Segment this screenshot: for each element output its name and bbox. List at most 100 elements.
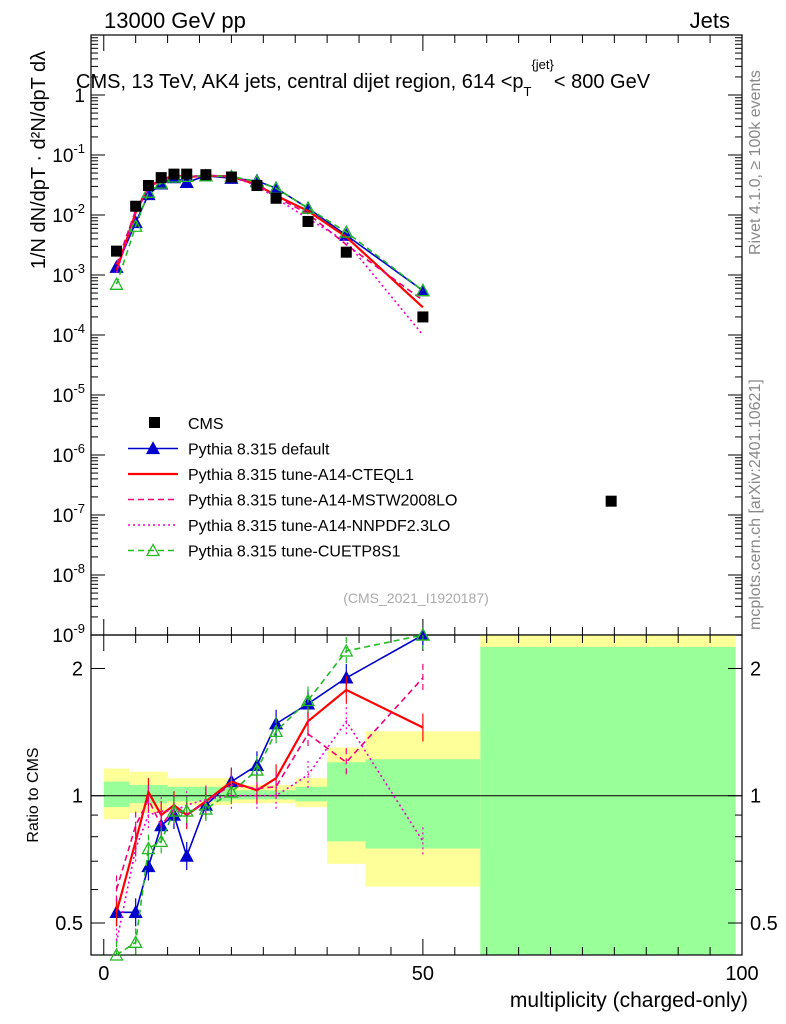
series-marker-cuetp8s1 xyxy=(141,184,156,198)
series-line-cteql1 xyxy=(115,174,424,309)
y-tick-exp: -2 xyxy=(73,201,85,216)
series-ratio-cuetp8s1 xyxy=(109,627,430,961)
cms-data-point xyxy=(417,311,429,323)
chart-title: CMS, 13 TeV, AK4 jets, central dijet reg… xyxy=(76,57,651,99)
series-marker-cuetp8s1 xyxy=(300,200,316,214)
series-marker-cuetp8s1 xyxy=(128,218,143,232)
title-sub: T xyxy=(524,84,532,99)
cms-data-point xyxy=(142,180,154,192)
y-tick-label: 1 xyxy=(74,86,85,107)
ratio-marker-cuetp8s1 xyxy=(268,723,284,738)
y-tick-label: 10-2 xyxy=(52,201,85,227)
y-tick-base: 10 xyxy=(52,446,73,467)
y-tick-label: 10-3 xyxy=(52,261,85,287)
title-tail: < 800 GeV xyxy=(554,71,651,93)
y-tick-base: 10 xyxy=(52,266,73,287)
title-sup: {jet} xyxy=(531,57,554,72)
y-tick-base: 10 xyxy=(52,206,73,227)
series-marker-cuetp8s1 xyxy=(339,224,354,238)
y-tick-exp: -3 xyxy=(73,261,85,276)
rivet-label: Rivet 4.1.0, ≥ 100k events xyxy=(747,70,764,255)
cms-data-point xyxy=(302,215,314,227)
header-left: 13000 GeV pp xyxy=(104,8,246,33)
ratio-marker-default xyxy=(179,848,194,862)
ratio-marker-cuetp8s1 xyxy=(300,693,316,707)
cms-data-point xyxy=(251,180,263,192)
cms-data-point xyxy=(111,245,123,257)
ratio-marker-cuetp8s1 xyxy=(166,803,182,817)
y-tick-label: 10-1 xyxy=(52,141,85,167)
y-tick-exp: -8 xyxy=(73,561,85,576)
ratio-y-tick-label-left: 0.5 xyxy=(55,913,83,935)
series-marker-cuetp8s1 xyxy=(415,283,430,297)
header-right: Jets xyxy=(690,8,730,33)
ratio-marker-cuetp8s1 xyxy=(249,762,265,776)
mcplots-label: mcplots.cern.ch [arXiv:2401.10621] xyxy=(747,379,764,630)
y-tick-exp: -9 xyxy=(73,621,85,636)
y-tick-label: 10-6 xyxy=(52,441,85,467)
legend-label-nnpdf: Pythia 8.315 tune-A14-NNPDF2.3LO xyxy=(188,518,450,535)
band-inner-3 xyxy=(231,790,296,800)
ratio-marker-cuetp8s1 xyxy=(415,627,430,641)
main-plot-frame: 110-110-210-310-410-510-610-710-810-9 xyxy=(52,34,743,647)
watermark: (CMS_2021_I1920187) xyxy=(343,590,489,606)
ratio-marker-cuetp8s1 xyxy=(179,803,194,817)
y-tick-base: 1 xyxy=(74,86,85,107)
ratio-marker-cuetp8s1 xyxy=(224,784,239,798)
y-tick-label: 10-4 xyxy=(52,321,85,347)
y-tick-exp: -4 xyxy=(73,321,85,336)
cms-data-point xyxy=(225,171,237,183)
legend-label-cuetp8s1: Pythia 8.315 tune-CUETP8S1 xyxy=(188,544,401,561)
x-tick-label: 0 xyxy=(98,963,109,985)
legend: CMS Pythia 8.315 default Pythia 8.315 tune… xyxy=(128,416,457,561)
ratio-marker-cuetp8s1 xyxy=(198,801,213,815)
cms-data-point xyxy=(130,200,142,212)
ratio-y-tick-label-left: 2 xyxy=(72,658,83,680)
legend-label-default: Pythia 8.315 default xyxy=(188,442,330,459)
cms-data-point xyxy=(340,246,352,258)
y-axis-label-ratio: Ratio to CMS xyxy=(25,747,42,842)
series-marker-default xyxy=(415,283,430,297)
band-inner-6 xyxy=(365,759,481,849)
y-tick-exp: -7 xyxy=(73,501,85,516)
series-main-mstw xyxy=(115,174,424,301)
y-tick-exp: -1 xyxy=(73,141,85,156)
band-inner-0 xyxy=(103,781,130,808)
y-tick-exp: -5 xyxy=(73,381,85,396)
legend-label-mstw: Pythia 8.315 tune-A14-MSTW2008LO xyxy=(188,493,457,510)
y-tick-base: 10 xyxy=(52,626,73,647)
legend-marker-cuetp8s1 xyxy=(145,543,161,557)
ratio-y-tick-label-left: 1 xyxy=(72,786,83,808)
cms-data-point xyxy=(200,169,212,181)
y-axis-label-main: 1/N dN/dpT · d²N/dpT dλ xyxy=(28,51,50,269)
y-tick-base: 10 xyxy=(52,326,73,347)
x-tick-label: 100 xyxy=(725,963,758,985)
y-tick-label: 10-8 xyxy=(52,561,85,587)
ratio-plot-frame: 0.5 0.5 1 1 2 2 0 50 100 xyxy=(55,627,778,985)
ratio-marker-cuetp8s1 xyxy=(109,947,124,961)
x-axis-label: multiplicity (charged-only) xyxy=(510,989,748,1012)
ratio-marker-cuetp8s1 xyxy=(154,833,169,847)
cms-data-point xyxy=(155,172,167,184)
legend-label-cteql1: Pythia 8.315 tune-A14-CTEQL1 xyxy=(188,467,414,484)
legend-label-cms: CMS xyxy=(188,416,224,433)
title-main: CMS, 13 TeV, AK4 jets, central dijet reg… xyxy=(76,71,524,93)
y-tick-exp: -6 xyxy=(73,441,85,456)
y-label-main-text: 1/N dN/dpT · d²N/dpT dλ xyxy=(28,51,50,269)
y-tick-label: 10-9 xyxy=(52,621,85,647)
ratio-marker-cuetp8s1 xyxy=(141,841,156,855)
cms-data-point xyxy=(181,168,193,180)
series-main-cteql1 xyxy=(115,174,424,309)
band-inner-7 xyxy=(480,646,736,955)
series-main-cms xyxy=(111,168,617,507)
series-marker-cuetp8s1 xyxy=(109,276,124,290)
ratio-y-tick-label-right: 2 xyxy=(750,658,761,680)
cms-data-point xyxy=(168,168,180,180)
y-tick-base: 10 xyxy=(52,506,73,527)
ratio-y-tick-label-right: 1 xyxy=(750,786,761,808)
series-line-mstw xyxy=(115,174,424,301)
y-tick-base: 10 xyxy=(52,566,73,587)
x-tick-label: 50 xyxy=(412,963,434,985)
cms-data-point xyxy=(605,495,617,507)
